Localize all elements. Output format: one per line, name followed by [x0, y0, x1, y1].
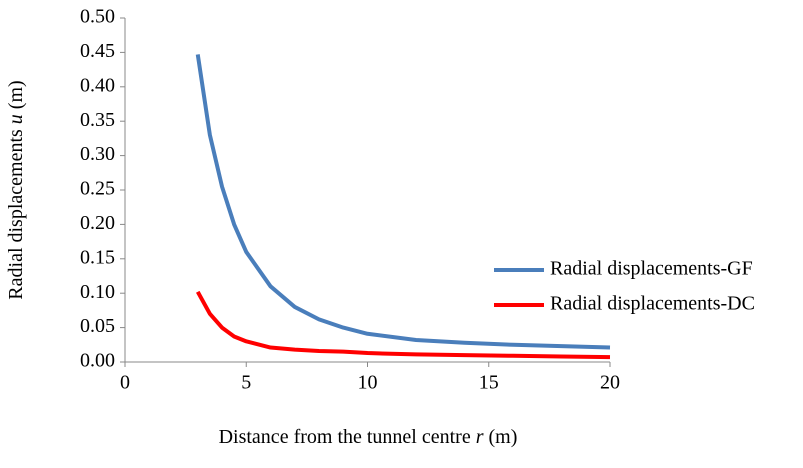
x-tick-label: 20 — [600, 372, 620, 394]
y-tick-label: 0.30 — [80, 143, 115, 165]
y-axis-title: Radial displacements u (m) — [5, 80, 27, 299]
y-tick-label: 0.35 — [80, 109, 115, 131]
legend-label: Radial displacements-GF — [550, 258, 753, 280]
x-tick-label: 10 — [358, 372, 378, 394]
y-tick-label: 0.50 — [80, 6, 115, 28]
y-tick-label: 0.20 — [80, 212, 115, 234]
y-tick-label: 0.15 — [80, 246, 115, 268]
x-tick-label: 0 — [120, 372, 130, 394]
x-tick-label: 15 — [479, 372, 499, 394]
y-tick-label: 0.40 — [80, 74, 115, 96]
y-tick-label: 0.25 — [80, 178, 115, 200]
x-tick-label: 5 — [241, 372, 251, 394]
legend-label: Radial displacements-DC — [550, 293, 755, 315]
x-axis-title: Distance from the tunnel centre r (m) — [219, 426, 518, 448]
y-tick-label: 0.05 — [80, 315, 115, 337]
y-tick-label: 0.45 — [80, 40, 115, 62]
series-line — [195, 290, 611, 360]
y-tick-label: 0.00 — [80, 350, 115, 372]
series-line — [195, 54, 611, 350]
y-tick-label: 0.10 — [80, 281, 115, 303]
